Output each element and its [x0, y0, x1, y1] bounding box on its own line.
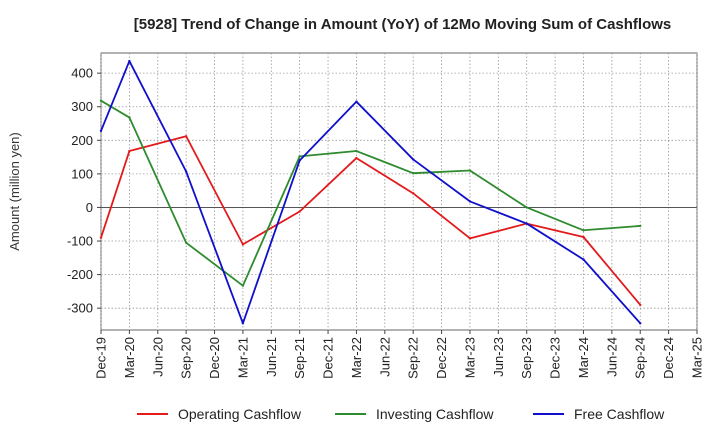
x-tick-label: Jun-22 [377, 337, 392, 377]
free-cashflow-point [241, 322, 245, 325]
x-tick-label: Dec-19 [94, 337, 109, 379]
investing-cashflow-point [298, 155, 301, 158]
investing-cashflow-point [99, 99, 103, 102]
investing-cashflow-legend-label: Investing Cashflow [376, 406, 494, 422]
free-cashflow-point [298, 159, 301, 162]
operating-cashflow-point [468, 237, 472, 240]
free-cashflow-point [582, 258, 585, 261]
investing-cashflow-point [582, 229, 585, 232]
y-tick-label: -300 [67, 301, 93, 316]
free-cashflow-point [128, 59, 131, 63]
x-tick-label: Dec-20 [207, 337, 222, 379]
free-cashflow-point [411, 158, 415, 161]
investing-cashflow-point [411, 172, 415, 175]
series-layer [99, 59, 642, 325]
operating-cashflow-point [411, 192, 415, 195]
y-tick-label: 200 [71, 133, 93, 148]
y-tick-label: -200 [67, 267, 93, 282]
investing-cashflow-point [355, 149, 358, 153]
y-axis-label: Amount (million yen) [7, 132, 22, 251]
y-tick-label: 100 [71, 166, 93, 181]
x-tick-label: Dec-24 [661, 337, 676, 379]
free-cashflow-legend-label: Free Cashflow [574, 406, 665, 422]
x-tick-label: Sep-24 [633, 337, 648, 379]
x-tick-label: Jun-23 [491, 337, 506, 377]
y-tick-label: -100 [67, 234, 93, 249]
investing-cashflow-point [525, 206, 528, 209]
investing-cashflow-point [128, 116, 131, 119]
free-cashflow-point [184, 170, 188, 173]
x-tick-label: Dec-23 [548, 337, 563, 379]
x-tick-label: Jun-21 [264, 337, 279, 377]
x-tick-label: Mar-20 [122, 337, 137, 378]
x-tick-label: Mar-25 [690, 337, 705, 378]
operating-cashflow-point [184, 135, 188, 138]
free-cashflow-point [99, 129, 103, 133]
y-tick-label: 400 [71, 66, 93, 81]
investing-cashflow-point [184, 241, 188, 244]
x-tick-label: Mar-21 [235, 337, 250, 378]
investing-cashflow-point [241, 284, 245, 287]
x-tick-label: Jun-24 [604, 337, 619, 377]
operating-cashflow-legend-label: Operating Cashflow [178, 406, 302, 422]
free-cashflow-point [639, 322, 642, 325]
x-tick-label: Dec-21 [321, 337, 336, 379]
x-tick-label: Sep-20 [179, 337, 194, 379]
operating-cashflow-point [99, 236, 103, 239]
legend: Operating Cashflow Investing Cashflow Free… [137, 406, 665, 422]
x-tick-label: Dec-22 [434, 337, 449, 379]
x-tick-label: Mar-23 [462, 337, 477, 378]
x-tick-label: Mar-22 [349, 337, 364, 378]
plot-area [100, 52, 698, 331]
investing-cashflow-point [468, 169, 472, 172]
grid-layer [100, 52, 698, 331]
operating-cashflow-point [241, 243, 245, 246]
free-cashflow-point [525, 222, 528, 225]
x-tick-label: Mar-24 [576, 337, 591, 378]
operating-cashflow-point [582, 235, 585, 239]
operating-cashflow-point [639, 303, 642, 307]
x-tick-label: Jun-20 [150, 337, 165, 377]
axes-layer: 400 300 200 100 0 -100 -200 -300 Dec-19 Mar-20 Jun… [7, 66, 705, 379]
operating-cashflow-point [298, 210, 301, 213]
x-tick-label: Sep-21 [292, 337, 307, 379]
investing-cashflow-point [639, 224, 642, 228]
free-cashflow-point [468, 200, 472, 203]
operating-cashflow-point [355, 156, 358, 160]
free-cashflow-point [355, 100, 358, 103]
y-tick-label: 300 [71, 99, 93, 114]
x-tick-label: Sep-22 [406, 337, 421, 379]
operating-cashflow-point [128, 149, 131, 153]
chart-title: [5928] Trend of Change in Amount (YoY) o… [133, 16, 672, 33]
x-tick-label: Sep-23 [519, 337, 534, 379]
y-tick-label: 0 [86, 200, 93, 215]
